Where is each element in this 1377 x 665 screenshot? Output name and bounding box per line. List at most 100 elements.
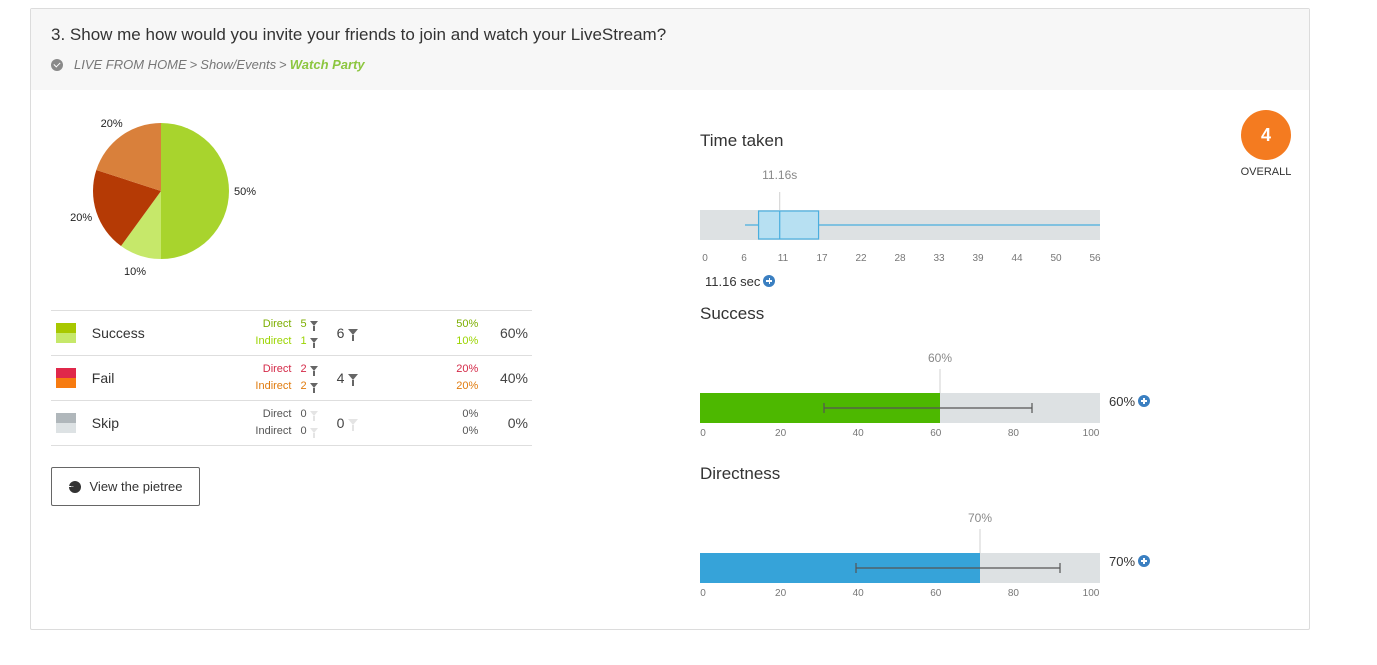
stats-row-fail: Fail Direct Indirect 2 2 4 20% 20% 40% [51, 355, 532, 401]
breadcrumb: LIVE FROM HOME > Show/Events > Watch Par… [51, 57, 365, 72]
row-total-value: 6 [336, 325, 345, 341]
axis-tick-label: 11 [777, 253, 789, 264]
row-pct-total: 40% [499, 370, 528, 386]
row-total: 0 [337, 415, 386, 431]
view-pietree-label: View the pietree [89, 479, 183, 494]
row-sub-label: Indirect [255, 335, 292, 347]
row-sub-pct: 10% [456, 335, 479, 347]
time-value: 11.16 sec [705, 274, 776, 289]
funnel-icon[interactable] [348, 328, 359, 341]
directness-title: Directness [700, 464, 781, 483]
funnel-icon[interactable] [309, 320, 318, 331]
pie-chart-icon [68, 480, 81, 493]
row-sub-label: Direct [262, 318, 292, 330]
pie-slice-label: 20% [101, 119, 123, 130]
swatch-color [56, 368, 76, 378]
row-sub-label: Direct [262, 408, 292, 420]
sub-count-value: 2 [300, 363, 307, 375]
row-sub-pct: 20% [456, 380, 479, 392]
axis-tick-label: 44 [1011, 253, 1023, 264]
overall-label: OVERALL [1240, 166, 1292, 178]
row-pct-total: 60% [499, 325, 528, 341]
task-result-card: 3. Show me how would you invite your fri… [30, 8, 1310, 630]
sub-count: 5 [300, 316, 336, 333]
row-total-value: 0 [336, 415, 345, 431]
axis-tick-label: 17 [816, 253, 828, 264]
bar-marker-label: 60% [927, 351, 953, 365]
sub-count-value: 2 [300, 380, 307, 392]
plus-circle-icon[interactable] [1138, 555, 1151, 567]
axis-tick-label: 50 [1050, 253, 1062, 264]
card-header: 3. Show me how would you invite your fri… [31, 9, 1309, 90]
sub-count: 0 [300, 406, 336, 423]
axis-tick-label: 100 [1082, 588, 1100, 599]
plus-circle-icon[interactable] [763, 275, 776, 287]
row-pct-total-cell: 0% [478, 400, 532, 446]
row-pct-cell: 20% 20% [385, 355, 479, 401]
row-swatch-cell [51, 355, 92, 401]
row-pct-cell: 0% 0% [385, 400, 479, 446]
axis-tick-label: 40 [852, 428, 864, 439]
sub-count: 2 [300, 378, 336, 395]
axis-tick-label: 20 [775, 428, 787, 439]
row-total: 4 [337, 370, 386, 386]
bar-value-text: 70% [1109, 554, 1136, 569]
success-chart: 60% 60% 0 20 40 60 80 100 [700, 339, 1180, 439]
bar-chart-svg [700, 369, 1100, 423]
row-label-cell: Skip [91, 400, 204, 446]
overall-score-badge: 4 [1241, 110, 1291, 160]
axis-tick-label: 0 [700, 428, 706, 439]
funnel-icon[interactable] [348, 418, 359, 431]
pie-slice-label: 20% [70, 212, 92, 224]
row-sub-pct: 50% [456, 318, 479, 330]
stats-row-skip: Skip Direct Indirect 0 0 0 0% 0% 0% [51, 400, 532, 446]
breadcrumb-current: Watch Party [289, 57, 365, 72]
row-pct-total-cell: 60% [478, 310, 532, 356]
row-sub-pct: 0% [462, 408, 479, 420]
row-swatch-cell [51, 310, 92, 356]
row-sub-cell: Direct Indirect [203, 355, 292, 401]
bar-marker-label: 70% [967, 511, 993, 525]
funnel-icon[interactable] [309, 427, 318, 438]
sub-count-value: 1 [300, 335, 307, 347]
funnel-icon[interactable] [309, 410, 318, 421]
axis-tick-label: 33 [933, 253, 945, 264]
row-sub-cell: Direct Indirect [203, 310, 292, 356]
plus-circle-icon[interactable] [1138, 395, 1151, 407]
row-total-cell: 0 [336, 400, 386, 446]
funnel-icon[interactable] [309, 382, 318, 393]
axis-tick-label: 39 [972, 253, 984, 264]
median-label: 11.16s [762, 168, 798, 182]
axis-tick-label: 40 [852, 588, 864, 599]
row-sub-pct: 20% [456, 363, 479, 375]
box-plot-svg [700, 192, 1100, 240]
axis-tick-label: 60 [930, 428, 942, 439]
check-circle-icon [51, 58, 63, 71]
view-pietree-button[interactable]: View the pietree [51, 467, 200, 506]
swatch-color [56, 333, 76, 343]
breadcrumb-item: Show/Events [200, 57, 277, 72]
sub-count: 1 [300, 333, 336, 350]
axis-tick-label: 60 [930, 588, 942, 599]
stats-row-success: Success Direct Indirect 5 1 6 50% 10% 60% [51, 310, 532, 356]
sub-count-value: 5 [300, 318, 307, 330]
pie-slice [96, 123, 161, 191]
pie-slice-label: 50% [234, 186, 256, 198]
row-swatch [56, 368, 76, 388]
box-plot-box [757, 210, 820, 240]
bar-value-label: 60% [1109, 394, 1151, 409]
row-total-value: 4 [336, 370, 345, 386]
row-total-cell: 6 [336, 310, 386, 356]
time-taken-chart: 11.16s 0 6 11 17 22 28 33 39 44 50 56 11.16 sec [700, 164, 1120, 289]
funnel-icon[interactable] [348, 373, 359, 386]
question-title: 3. Show me how would you invite your fri… [51, 25, 667, 44]
row-sub-label: Indirect [255, 425, 292, 437]
funnel-icon[interactable] [309, 365, 318, 376]
row-label-cell: Fail [91, 355, 204, 401]
swatch-color [56, 378, 76, 388]
pie-slice [93, 169, 161, 247]
sub-count: 2 [300, 361, 336, 378]
funnel-icon[interactable] [309, 337, 318, 348]
row-label: Success [91, 325, 145, 341]
